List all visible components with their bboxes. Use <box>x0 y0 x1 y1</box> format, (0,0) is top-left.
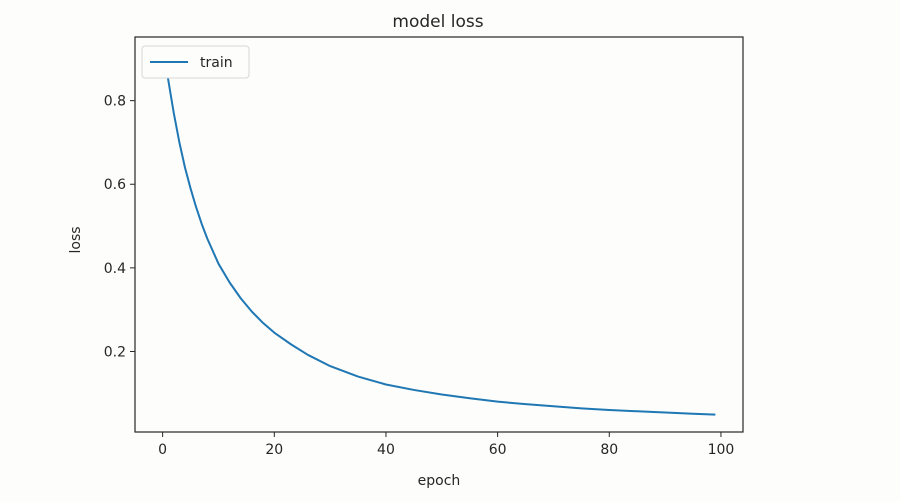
y-tick-label: 0.6 <box>104 177 126 193</box>
legend: train <box>141 45 250 79</box>
y-tick-label: 0.4 <box>104 261 126 277</box>
y-axis: 0.2 0.4 0.6 0.8 <box>104 94 135 360</box>
x-tick-label: 60 <box>489 442 507 458</box>
legend-label-train: train <box>200 55 233 71</box>
y-tick-label: 0.2 <box>104 344 126 360</box>
x-tick-label: 0 <box>158 442 167 458</box>
x-tick-label: 20 <box>265 442 283 458</box>
x-tick-label: 40 <box>377 442 395 458</box>
x-axis: 0 20 40 60 80 100 <box>158 432 734 458</box>
y-axis-label: loss <box>68 226 84 253</box>
chart-title: model loss <box>392 12 483 32</box>
series-line-train <box>161 46 716 416</box>
legend-box <box>141 45 250 79</box>
x-tick-label: 80 <box>600 442 618 458</box>
plot-area <box>161 46 716 416</box>
y-tick-label: 0.8 <box>104 94 126 110</box>
x-tick-label: 100 <box>708 442 735 458</box>
x-axis-label: epoch <box>418 473 461 489</box>
axes-frame <box>134 36 744 433</box>
